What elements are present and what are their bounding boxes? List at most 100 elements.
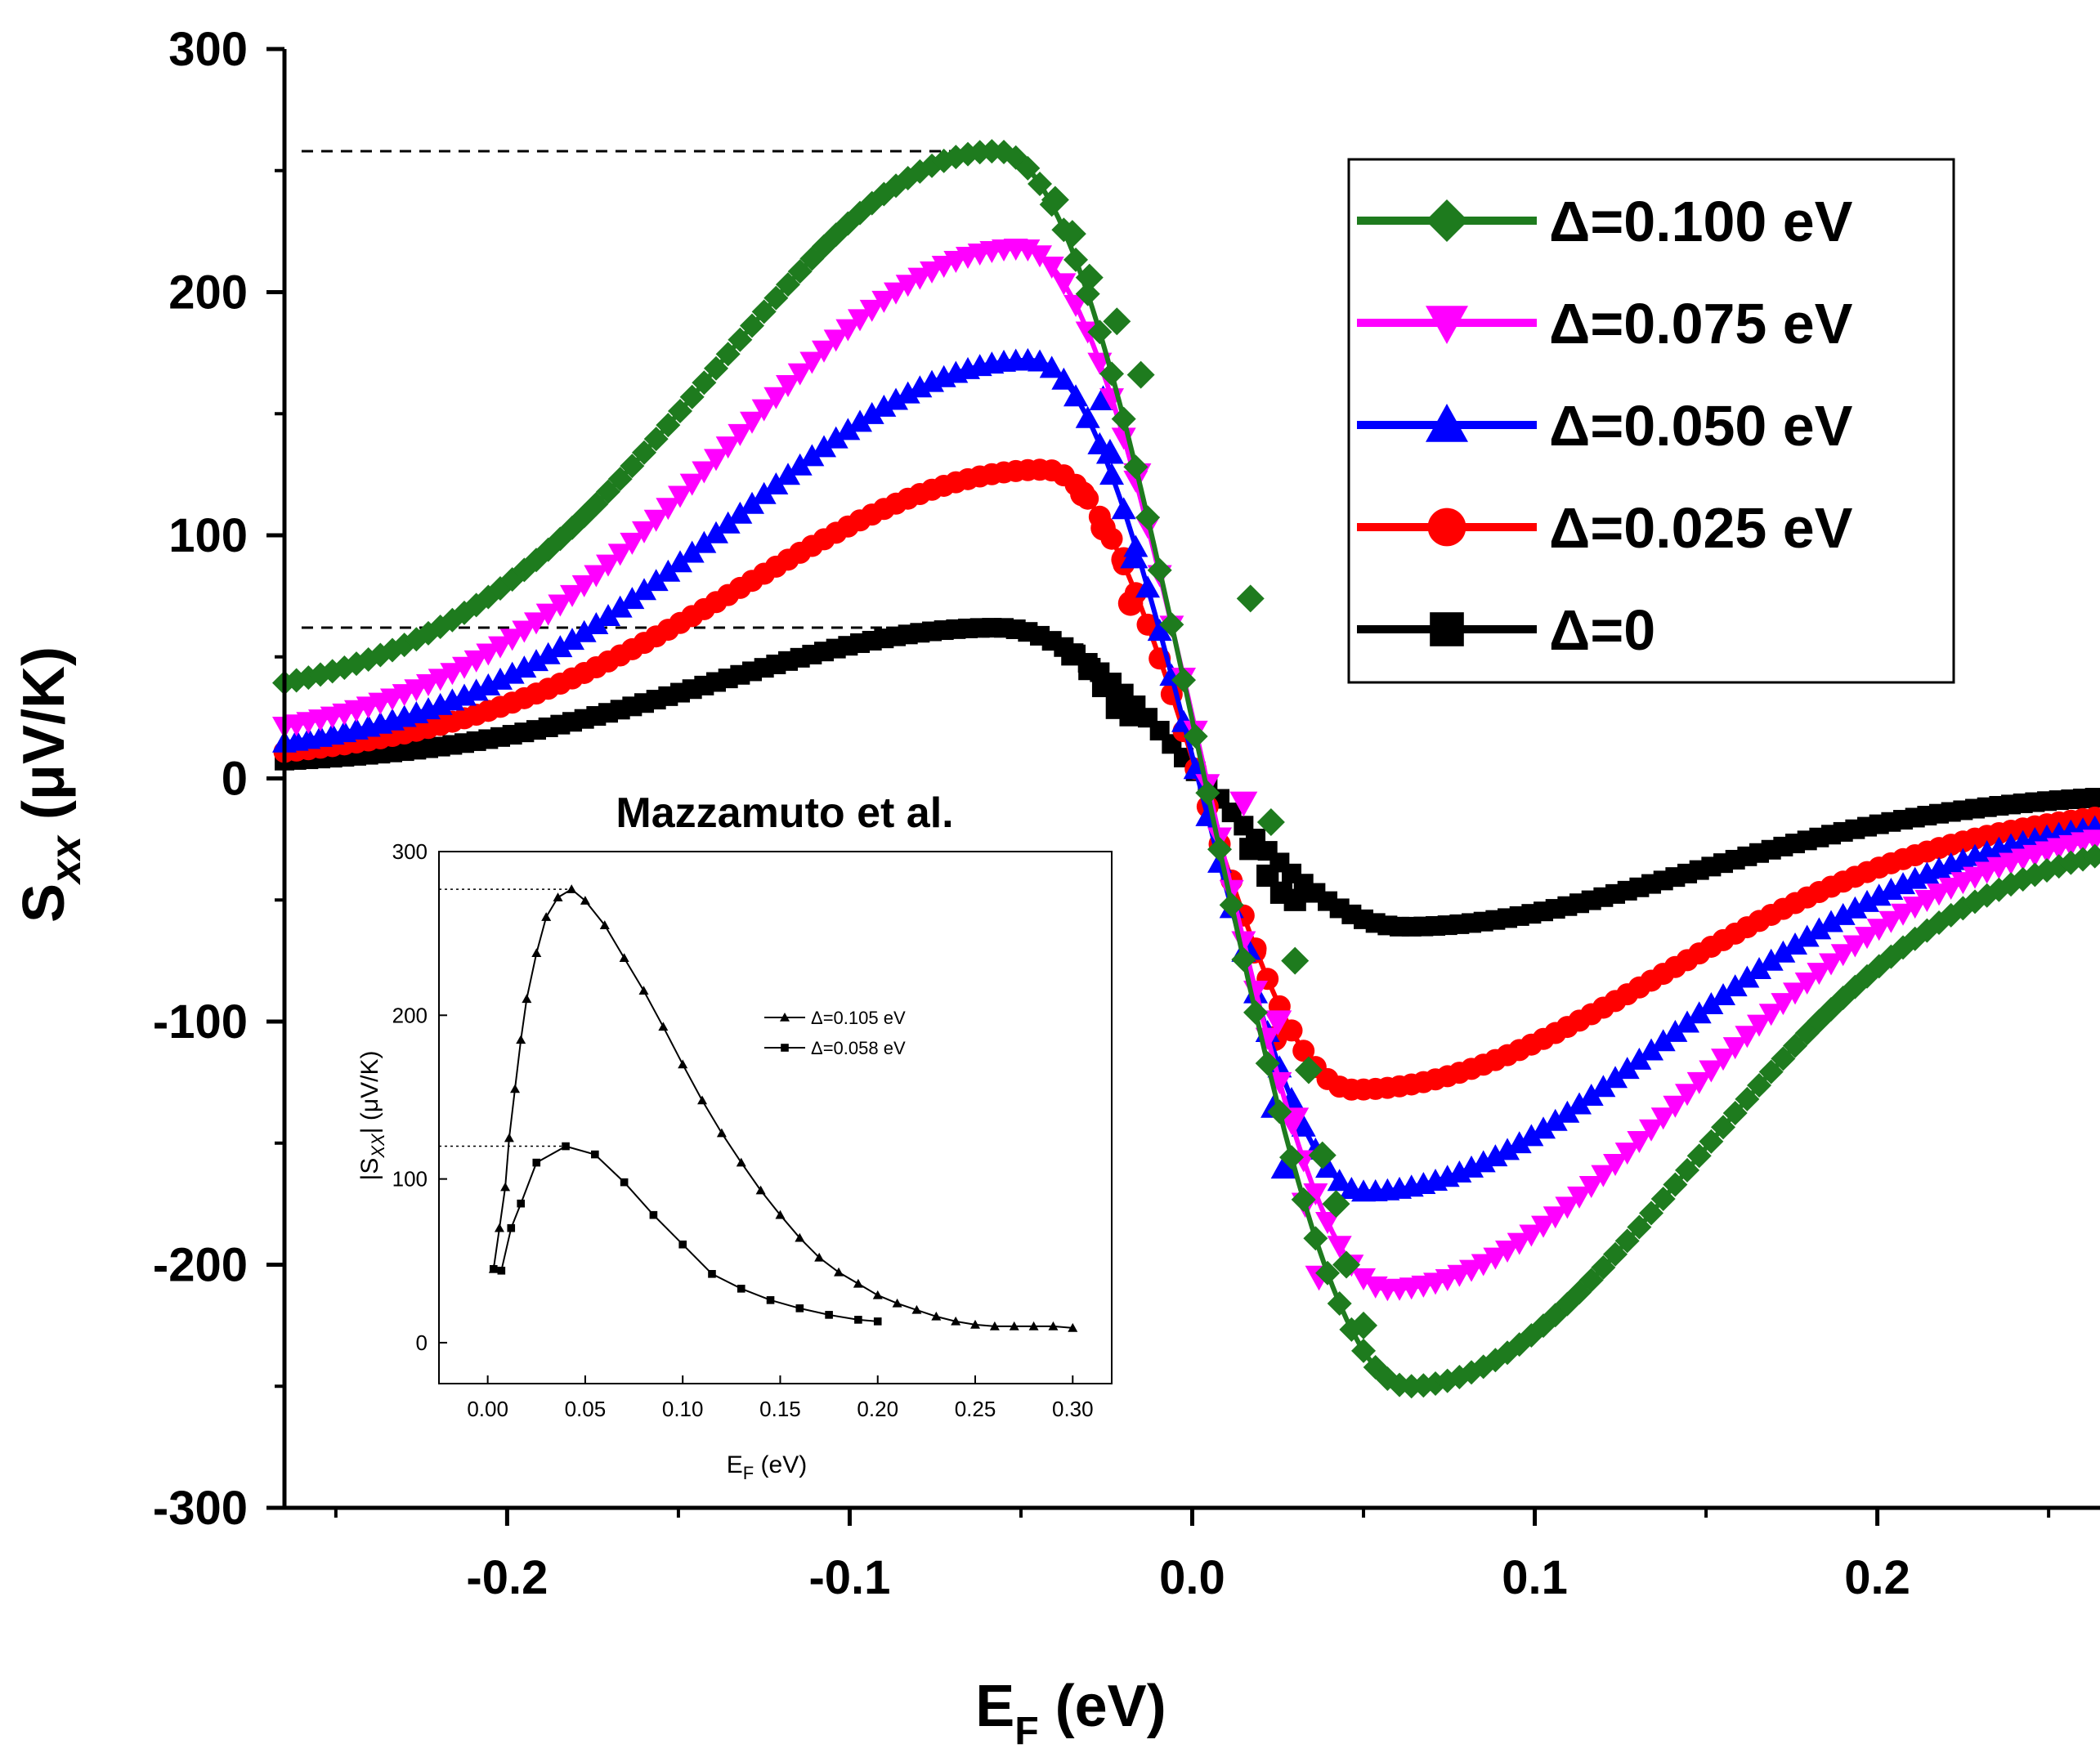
data-point <box>1471 1254 1496 1277</box>
data-point <box>620 587 645 610</box>
data-point <box>620 454 645 479</box>
data-point <box>1650 1029 1676 1052</box>
data-point <box>1183 724 1208 749</box>
data-point <box>1555 1196 1580 1219</box>
data-point <box>499 628 525 651</box>
data-point <box>1639 1201 1664 1226</box>
data-point <box>1063 294 1089 317</box>
data-point <box>715 342 741 367</box>
data-point <box>1914 889 1940 912</box>
data-point <box>1639 1038 1664 1061</box>
data-point <box>1783 932 1808 955</box>
data-point <box>1686 1071 1712 1094</box>
data-point <box>1051 273 1077 296</box>
data-point <box>488 667 513 690</box>
data-point <box>607 543 633 566</box>
data-point <box>548 635 573 658</box>
data-point <box>1063 247 1089 272</box>
data-point <box>1075 405 1100 428</box>
inset-legend-item: Δ=0.058 eV <box>764 1038 906 1058</box>
data-point <box>1627 1214 1652 1240</box>
main-tick-labels: -300 -200 -100 0 100 200 300 -0.2 -0.1 0.0 0.1 0.2 <box>153 23 1910 1604</box>
data-point <box>1229 791 1258 817</box>
data-point <box>895 381 920 404</box>
data-point <box>1507 1131 1532 1154</box>
data-point <box>1351 1338 1377 1363</box>
data-point <box>620 532 645 555</box>
data-point <box>692 530 717 553</box>
inset-legend-label: Δ=0.105 eV <box>811 1008 906 1028</box>
data-point <box>1627 1047 1652 1070</box>
data-point <box>1075 263 1104 292</box>
data-point <box>1267 1055 1292 1078</box>
data-point <box>1686 1143 1712 1169</box>
data-point <box>1051 367 1077 390</box>
main-x-tick-label: 0.2 <box>1844 1551 1910 1604</box>
data-point <box>1866 919 1892 941</box>
legend-marker <box>1427 508 1466 547</box>
main-axes <box>266 47 2100 1526</box>
data-point <box>1531 1215 1556 1238</box>
data-point <box>584 565 609 588</box>
data-point <box>799 444 825 467</box>
data-point <box>1807 963 1832 986</box>
inset-series-0 <box>488 884 1078 1332</box>
data-point <box>776 375 801 398</box>
data-point <box>787 453 813 476</box>
data-point <box>499 661 525 684</box>
inset-frame <box>438 851 1113 1384</box>
inset-data-point <box>517 1199 525 1208</box>
data-point <box>1090 515 1116 541</box>
main-y-tick-label: 200 <box>168 266 248 320</box>
data-point <box>1567 1186 1592 1209</box>
data-point <box>1120 543 1149 569</box>
data-point <box>679 473 705 496</box>
data-point <box>440 663 465 686</box>
inset-legend-label: Δ=0.058 eV <box>811 1038 906 1058</box>
data-point <box>1675 1084 1700 1107</box>
legend-item: Δ=0.050 eV <box>1357 394 1853 458</box>
data-point <box>1283 888 1306 911</box>
inset-data-point <box>970 1319 981 1329</box>
data-point <box>1819 910 1844 932</box>
data-point <box>560 584 585 607</box>
data-point <box>656 559 681 582</box>
data-point <box>1735 1026 1760 1049</box>
main-x-axis-title: EF (eV) <box>975 1674 1166 1753</box>
data-point <box>1866 883 1892 906</box>
data-point <box>799 351 825 374</box>
data-point <box>1507 1232 1532 1255</box>
inset-axes <box>438 851 1113 1384</box>
data-point <box>535 642 561 664</box>
data-point <box>1663 1172 1688 1197</box>
data-point <box>859 299 884 322</box>
inset-data-point <box>911 1304 922 1314</box>
inset-data-point <box>766 1296 775 1304</box>
inset-data-point <box>825 1311 833 1319</box>
data-point <box>1159 612 1184 637</box>
data-point <box>763 472 789 494</box>
data-point <box>1327 1291 1352 1317</box>
data-point <box>1099 463 1125 485</box>
inset-data-point <box>649 1210 658 1219</box>
data-point <box>476 673 501 695</box>
data-point <box>463 650 489 673</box>
data-point <box>740 411 765 434</box>
data-point <box>1783 1033 1808 1058</box>
inset-data-point <box>531 948 542 957</box>
inset-data-point <box>599 920 610 929</box>
data-point <box>1070 481 1095 507</box>
data-point <box>1639 1119 1664 1142</box>
data-point <box>1603 1066 1628 1089</box>
inset-data-point <box>716 1128 727 1138</box>
data-point <box>1686 1001 1712 1024</box>
inset-x-tick-label: 0.20 <box>857 1397 898 1421</box>
inset-data-point <box>510 1084 521 1093</box>
data-point <box>715 511 741 534</box>
data-point <box>560 628 585 651</box>
data-point <box>1294 1056 1323 1084</box>
data-point <box>1735 1086 1760 1111</box>
